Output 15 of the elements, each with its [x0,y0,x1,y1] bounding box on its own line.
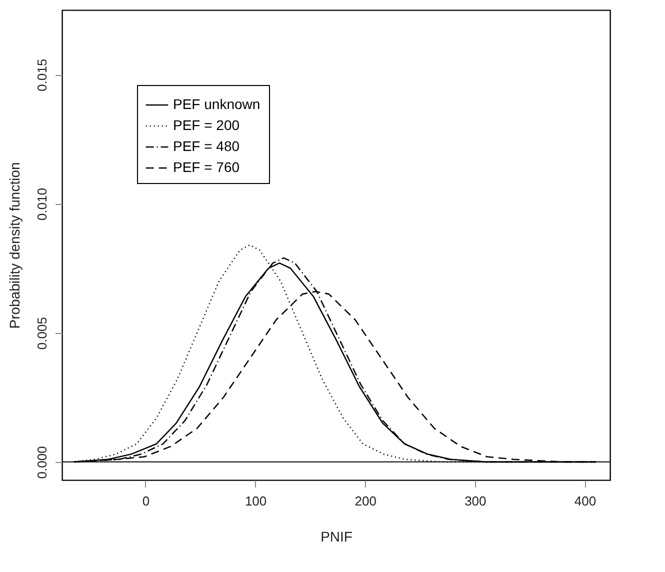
legend-label: PEF = 480 [173,138,240,154]
x-tick-label: 200 [354,494,376,508]
legend-label: PEF = 760 [173,159,240,175]
y-tick-label: 0.005 [34,317,50,350]
y-tick-label: 0.015 [34,58,50,92]
x-tick-label: 300 [464,494,486,508]
legend-label: PEF = 200 [173,117,240,133]
x-tick-label: 0 [142,494,150,508]
y-axis-title: Probability density function [6,162,22,329]
x-tick-label: 400 [574,494,596,508]
y-tick-label: 0.000 [34,446,50,479]
y-tick-label: 0.010 [34,188,50,220]
x-axis-title: PNIF [320,528,352,544]
legend-label: PEF unknown [173,96,260,112]
x-tick-label: 100 [244,494,267,508]
